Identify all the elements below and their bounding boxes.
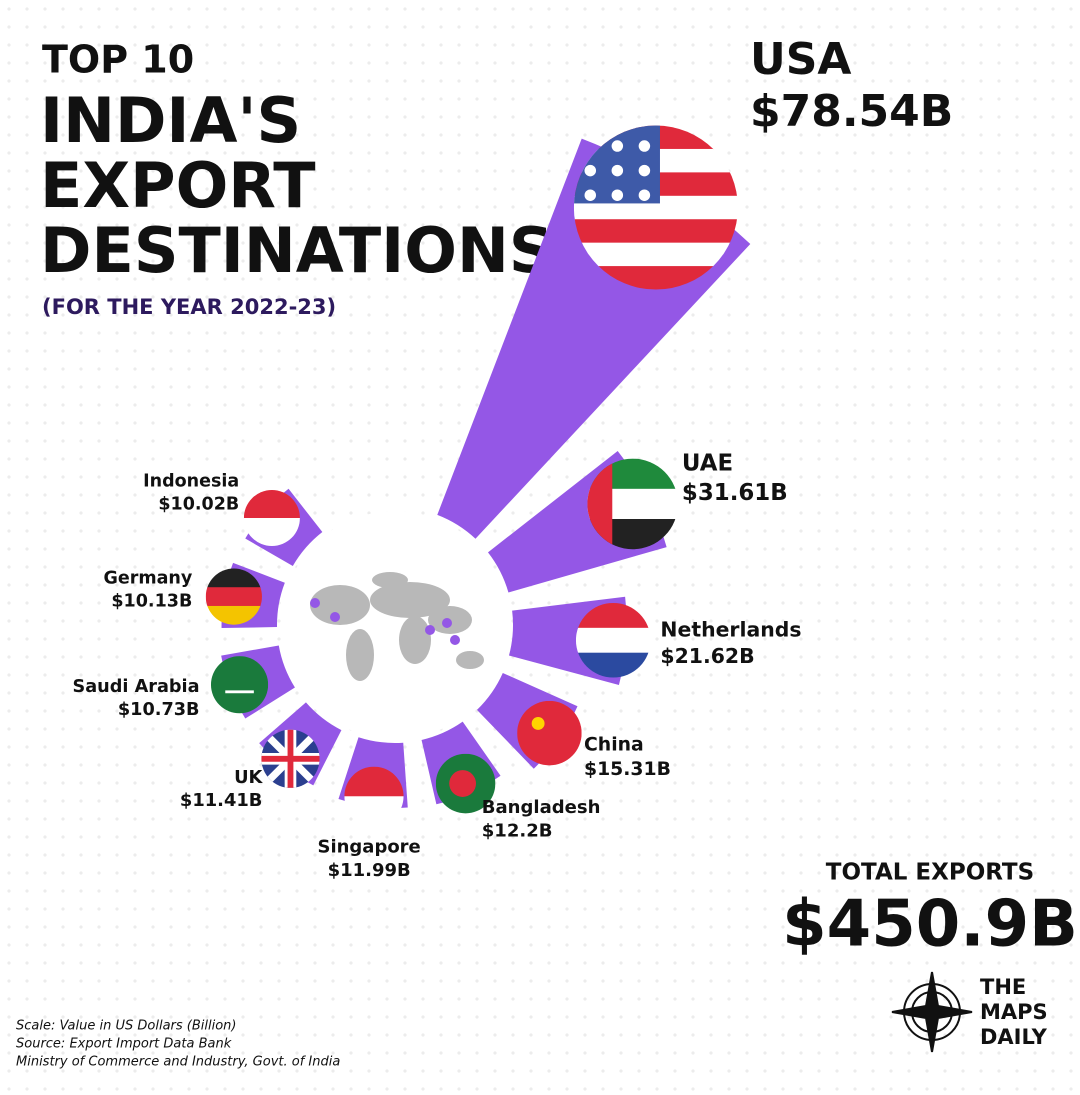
category-label: Saudi Arabia xyxy=(72,677,199,697)
title-line: TOP 10 xyxy=(42,38,194,82)
flag-part xyxy=(638,189,651,201)
flag xyxy=(261,729,320,788)
category-label: Indonesia xyxy=(143,472,239,492)
map-highlight xyxy=(442,618,452,628)
flag-part xyxy=(517,700,582,766)
value-label: $21.62B xyxy=(660,644,754,668)
flag-part xyxy=(611,164,624,177)
value-label: $31.61B xyxy=(682,480,788,506)
flag-part xyxy=(531,716,545,730)
map-highlight xyxy=(450,635,460,645)
value-label: $10.13B xyxy=(111,591,192,611)
flag xyxy=(210,656,269,714)
flag-part xyxy=(638,164,651,177)
flag-part xyxy=(205,568,262,588)
category-label: Germany xyxy=(103,569,192,589)
total-value: $450.9B xyxy=(782,888,1078,962)
value-label: $78.54B xyxy=(750,86,953,137)
flag xyxy=(587,458,678,550)
category-label: Singapore xyxy=(318,836,421,857)
map-land xyxy=(399,616,431,664)
category-label: UAE xyxy=(682,450,733,476)
title-line: DESTINATIONS xyxy=(40,214,554,287)
value-label: $12.2B xyxy=(482,821,553,842)
flag-part xyxy=(205,587,262,607)
value-label: $11.41B xyxy=(180,790,262,811)
category-label: Bangladesh xyxy=(482,797,601,818)
map-land xyxy=(372,572,408,588)
map-land xyxy=(370,582,450,618)
flag xyxy=(517,700,582,766)
category-label: Netherlands xyxy=(660,617,801,641)
category-label: China xyxy=(584,735,644,756)
flag-part xyxy=(575,627,651,654)
flag-part xyxy=(573,242,738,267)
title-line: EXPORT xyxy=(40,149,316,222)
brand: DAILY xyxy=(980,1025,1048,1049)
flag-part xyxy=(344,796,404,826)
category-label: USA xyxy=(750,34,851,85)
map-highlight xyxy=(310,598,320,608)
flag-part xyxy=(611,189,624,201)
map-land xyxy=(346,629,374,681)
flag-part xyxy=(449,770,477,797)
flag-part xyxy=(205,605,262,625)
total-title: TOTAL EXPORTS xyxy=(826,860,1034,886)
flag-part xyxy=(225,690,254,694)
note: Source: Export Import Data Bank xyxy=(16,1037,232,1052)
title-line: INDIA'S xyxy=(40,84,301,157)
flag-part xyxy=(210,656,269,714)
map-land xyxy=(310,585,370,625)
flag xyxy=(575,602,651,678)
center-circle xyxy=(281,511,509,739)
brand: MAPS xyxy=(980,1000,1048,1024)
value-label: $11.99B xyxy=(328,860,411,881)
map-land xyxy=(456,651,484,669)
value-label: $10.73B xyxy=(118,700,200,720)
flag-part xyxy=(611,140,624,152)
brand-logo xyxy=(891,971,973,1053)
flag-part xyxy=(584,164,597,177)
flag xyxy=(344,766,404,826)
flag xyxy=(435,753,496,814)
value-label: $15.31B xyxy=(584,759,671,780)
note: Ministry of Commerce and Industry, Govt.… xyxy=(16,1055,340,1070)
map-highlight xyxy=(330,612,340,622)
flag xyxy=(573,125,738,290)
flag-part xyxy=(638,140,651,152)
category-label: UK xyxy=(234,767,263,788)
flag-part xyxy=(261,729,320,788)
flag xyxy=(205,568,262,625)
note: Scale: Value in US Dollars (Billion) xyxy=(16,1019,237,1034)
flag-part xyxy=(573,219,738,244)
map-highlight xyxy=(425,625,435,635)
subtitle: (FOR THE YEAR 2022-23) xyxy=(42,295,336,319)
flag-part xyxy=(584,189,597,201)
value-label: $10.02B xyxy=(158,494,239,514)
brand: THE xyxy=(980,975,1026,999)
